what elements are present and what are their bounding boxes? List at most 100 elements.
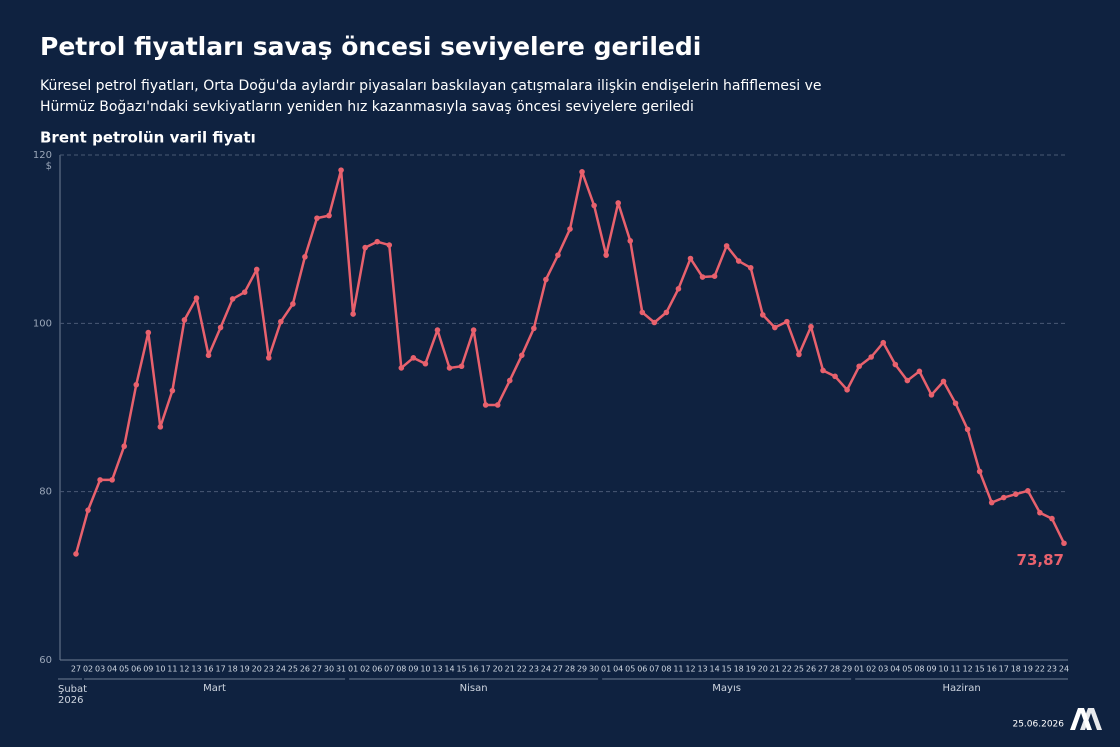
x-tick-label: 31 xyxy=(336,665,346,674)
x-tick-label: 26 xyxy=(806,665,816,674)
x-tick-label: 10 xyxy=(420,665,430,674)
point xyxy=(1013,491,1019,497)
x-tick-label: 20 xyxy=(252,665,262,674)
month-label: Mayıs xyxy=(712,683,741,694)
x-tick-label: 24 xyxy=(276,665,286,674)
x-tick-label: 15 xyxy=(975,665,985,674)
x-tick-label: 11 xyxy=(673,665,683,674)
point xyxy=(699,274,706,280)
y-tick-label: 120 xyxy=(33,150,52,161)
x-tick-label: 30 xyxy=(589,665,599,674)
point xyxy=(988,499,995,506)
x-tick-label: 15 xyxy=(722,665,732,674)
x-tick-label: 05 xyxy=(625,665,635,674)
x-tick-label: 15 xyxy=(456,665,466,674)
point xyxy=(362,244,368,251)
point xyxy=(711,273,718,280)
x-tick-label: 16 xyxy=(469,665,479,674)
x-tick-label: 23 xyxy=(529,665,539,674)
title: Petrol fiyatları savaş öncesi seviyelere… xyxy=(40,32,701,61)
x-tick-label: 03 xyxy=(878,665,888,674)
point xyxy=(133,381,140,388)
x-tick-label: 17 xyxy=(999,665,1009,674)
x-tick-label: 21 xyxy=(505,665,515,674)
y-unit: $ xyxy=(46,161,52,172)
point xyxy=(880,339,887,346)
x-tick-label: 23 xyxy=(264,665,274,674)
x-tick-label: 12 xyxy=(963,665,973,674)
point xyxy=(1049,515,1055,522)
point xyxy=(916,368,923,375)
x-tick-label: 27 xyxy=(818,665,828,674)
point xyxy=(398,365,405,371)
x-tick-label: 22 xyxy=(782,665,792,674)
point xyxy=(627,238,634,244)
x-tick-label: 27 xyxy=(553,665,563,674)
chart-title: Brent petrolün varil fiyatı xyxy=(40,129,256,147)
point xyxy=(85,507,91,513)
x-tick-label: 28 xyxy=(830,665,840,674)
x-tick-label: 09 xyxy=(408,665,418,674)
point xyxy=(470,327,477,333)
point xyxy=(422,360,429,367)
month-label: Haziran xyxy=(942,683,980,694)
point xyxy=(639,309,646,316)
subtitle: Küresel petrol fiyatları, Orta Doğu'da a… xyxy=(40,78,822,94)
x-tick-label: 07 xyxy=(649,665,659,674)
x-tick-label: 20 xyxy=(493,665,503,674)
x-tick-label: 01 xyxy=(601,665,611,674)
x-tick-label: 19 xyxy=(746,665,756,674)
point xyxy=(410,355,417,361)
point xyxy=(651,319,658,326)
y-tick-label: 60 xyxy=(39,655,52,666)
month-label: Nisan xyxy=(460,683,488,694)
x-tick-label: 13 xyxy=(191,665,201,674)
x-tick-label: 13 xyxy=(432,665,442,674)
point xyxy=(97,477,103,483)
x-tick-label: 08 xyxy=(396,665,406,674)
point xyxy=(109,477,115,483)
point xyxy=(928,392,935,398)
point xyxy=(976,468,983,475)
point xyxy=(1000,494,1007,501)
footer-date: 25.06.2026 xyxy=(1012,720,1064,730)
value-label: 73,87 xyxy=(1017,551,1064,569)
x-tick-label: 17 xyxy=(481,665,491,674)
point xyxy=(579,169,585,175)
point xyxy=(494,402,501,408)
point xyxy=(458,363,465,370)
x-tick-label: 11 xyxy=(167,665,177,674)
point xyxy=(567,226,573,232)
x-tick-label: 27 xyxy=(71,665,81,674)
point xyxy=(1037,509,1043,516)
point xyxy=(519,352,525,359)
x-tick-label: 25 xyxy=(288,665,298,674)
point xyxy=(808,323,814,330)
point xyxy=(555,252,561,258)
x-tick-label: 09 xyxy=(926,665,936,674)
point xyxy=(531,325,537,332)
point xyxy=(506,377,513,384)
x-tick-label: 12 xyxy=(685,665,695,674)
x-tick-label: 18 xyxy=(1011,665,1021,674)
x-tick-label: 29 xyxy=(577,665,587,674)
point xyxy=(434,327,441,333)
point xyxy=(687,255,694,262)
x-tick-label: 29 xyxy=(842,665,852,674)
x-tick-label: 06 xyxy=(637,665,647,674)
x-tick-label: 22 xyxy=(1035,665,1045,674)
point xyxy=(940,378,947,385)
subtitle: Hürmüz Boğazı'ndaki sevkiyatların yenide… xyxy=(40,99,694,115)
point xyxy=(326,212,332,219)
point xyxy=(952,400,959,407)
month-label: Mart xyxy=(203,683,226,694)
point xyxy=(772,324,778,331)
x-tick-label: 14 xyxy=(709,665,719,674)
point xyxy=(796,351,802,358)
x-tick-label: 05 xyxy=(902,665,912,674)
x-tick-label: 01 xyxy=(348,665,358,674)
x-tick-label: 18 xyxy=(228,665,238,674)
x-tick-label: 10 xyxy=(155,665,165,674)
x-tick-label: 12 xyxy=(179,665,189,674)
